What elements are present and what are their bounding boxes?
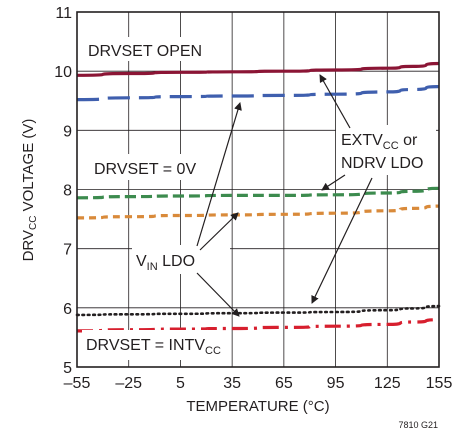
- x-tick-label: 95: [327, 375, 345, 392]
- label-bg-vin-ldo: [132, 245, 230, 274]
- label-bg-drvset-intvcc: [82, 330, 222, 360]
- x-tick-label: 5: [176, 375, 185, 392]
- series-line-2: [76, 186, 440, 200]
- x-tick-label: 155: [426, 375, 453, 392]
- x-axis-ticks: –55 –25 5 35 65 95 125 155: [64, 375, 453, 392]
- arrow-vin-to-orange: [199, 212, 239, 251]
- label-drvset-intvcc: DRVSET = INTVCC: [86, 337, 221, 357]
- series-line-0: [76, 61, 440, 77]
- label-bg-drvset-open: [84, 37, 217, 61]
- series-line-5: [76, 318, 440, 333]
- y-tick-label: 5: [63, 360, 72, 377]
- arrow-vin-to-open-blue: [196, 102, 242, 247]
- y-axis-label: DRVCC VOLTAGE (V): [20, 119, 39, 262]
- figure-id: 7810 G21: [398, 420, 438, 430]
- arrow-extvcc-to-open: [319, 74, 351, 129]
- x-tick-label: –55: [64, 375, 91, 392]
- arrow-ndrv-to-0v: [321, 174, 346, 191]
- x-tick-label: 125: [374, 375, 401, 392]
- plot-frame: [76, 11, 440, 368]
- x-tick-label: –25: [115, 375, 142, 392]
- arrow-vin-to-intvcc: [196, 272, 240, 317]
- y-tick-label: 10: [54, 64, 72, 81]
- label-ndrv-ldo: NDRV LDO: [341, 155, 423, 172]
- label-bg-extvcc: [336, 125, 436, 175]
- x-tick-label: 35: [223, 375, 241, 392]
- y-tick-label: 8: [63, 183, 72, 200]
- series-line-1: [76, 84, 440, 102]
- arrow-ndrv-to-vin-dot: [311, 177, 373, 304]
- series-group: [75, 61, 441, 333]
- label-vin-ldo: VIN LDO: [136, 253, 195, 273]
- label-drvset-0v: DRVSET = 0V: [94, 161, 196, 178]
- label-bg-drvset-0v: [90, 154, 221, 180]
- y-tick-label: 9: [63, 123, 72, 140]
- series-line-4: [75, 304, 441, 317]
- series-line-3: [76, 204, 440, 220]
- arrows: [196, 74, 373, 317]
- y-tick-label: 6: [63, 301, 72, 318]
- x-tick-label: 65: [275, 375, 293, 392]
- y-tick-label: 11: [55, 5, 72, 22]
- label-extvcc-or: EXTVCC or: [341, 132, 418, 152]
- y-axis-ticks: 5 6 7 8 9 10 11: [54, 5, 72, 377]
- y-tick-label: 7: [63, 242, 72, 259]
- label-drvset-open: DRVSET OPEN: [88, 43, 202, 60]
- x-axis-label: TEMPERATURE (°C): [186, 398, 329, 415]
